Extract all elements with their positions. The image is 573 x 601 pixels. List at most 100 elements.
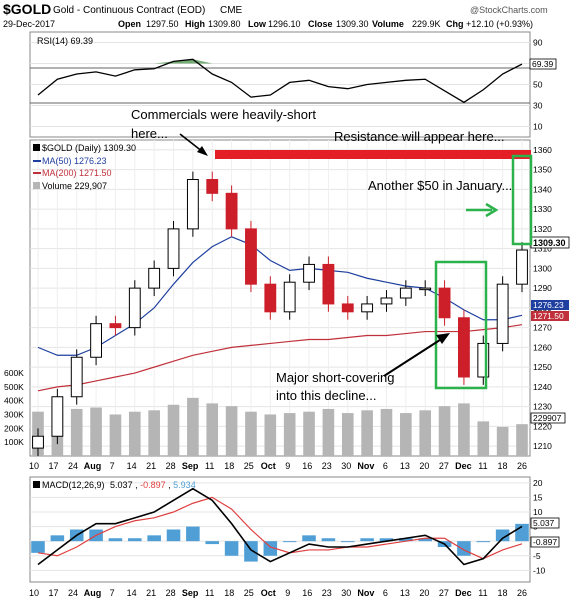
chart-name: Gold - Continuous Contract (EOD) — [53, 5, 205, 16]
candle-body — [303, 263, 315, 283]
ma50-tag-box — [531, 300, 569, 310]
x-axis-label: 25 — [244, 461, 254, 471]
chart-exchange: CME — [220, 5, 243, 16]
close-tag: 1309.30 — [533, 238, 566, 248]
x-axis-label: 10 — [29, 461, 39, 471]
candle-body — [148, 267, 161, 289]
price-panel: 1360135013401330132013101300129012801270… — [4, 107, 570, 457]
volume-bar — [380, 408, 393, 456]
annotation-another: Another $50 in January... — [368, 178, 512, 193]
rsi-tick-label: 90 — [533, 38, 543, 48]
candle-body — [128, 287, 141, 329]
x-axis-label: 14 — [127, 588, 137, 598]
close-label: Close — [308, 19, 333, 29]
x-axis-label: Sep — [182, 588, 199, 598]
x-axis-label: 6 — [383, 461, 388, 471]
open-value: 1297.50 — [146, 19, 179, 29]
x-axis-label: Dec — [455, 461, 472, 471]
price-tick-label: 1300 — [533, 263, 552, 273]
volume-bar — [187, 397, 199, 456]
x-axis-label: 11 — [478, 588, 487, 598]
price-tick-label: 1230 — [533, 402, 552, 412]
legend-volume-swatch — [33, 182, 40, 189]
macd-tick-label: -10 — [533, 565, 546, 575]
x-axis-label: 18 — [224, 461, 234, 471]
x-axis-label: Sep — [182, 461, 199, 471]
price-tick-label: 1360 — [533, 145, 552, 155]
ma50-tag: 1276.23 — [533, 300, 564, 310]
x-axis-label: 11 — [205, 461, 214, 471]
x-axis-label: 30 — [341, 461, 351, 471]
macd-tag-2-box — [530, 536, 560, 548]
x-axis-label: 16 — [302, 588, 312, 598]
x-axis-label: Nov — [357, 461, 374, 471]
price-tick-label: 1210 — [533, 441, 552, 451]
x-axis-label: 26 — [517, 588, 527, 598]
green-target-box — [511, 154, 533, 246]
candle-body — [264, 283, 277, 313]
x-axis-label: 17 — [49, 588, 59, 598]
x-axis-label: 7 — [110, 588, 115, 598]
rsi-tick-label: 50 — [533, 80, 543, 90]
x-axis-label: 21 — [146, 588, 156, 598]
chart-symbol: $GOLD — [3, 1, 51, 17]
x-axis-label: 28 — [166, 461, 176, 471]
volume-bar — [303, 411, 315, 456]
rsi-panel: RSI(14) 69.39 9070503010 69.39 — [29, 31, 557, 138]
x-axis-label: 17 — [49, 461, 59, 471]
legend-ma50: MA(50) 1276.23 — [42, 156, 107, 166]
macd-histogram-bar — [205, 541, 220, 545]
candle-body — [477, 342, 490, 378]
macd-histogram-bar — [166, 529, 181, 542]
macd-tick-label: 20 — [533, 478, 543, 488]
price-tick-label: 1350 — [533, 165, 552, 175]
legend-gold: $GOLD (Daily) 1309.30 — [42, 143, 136, 153]
price-tick-label: 1290 — [533, 283, 552, 293]
volume-bar — [148, 410, 160, 456]
volume-tick-label: 100K — [4, 437, 24, 447]
ma200-line — [37, 324, 523, 392]
annotation-commercials-1: Commercials were heavily-short — [131, 107, 316, 122]
candle-body — [186, 179, 199, 230]
macd-histogram-bar — [457, 541, 471, 556]
x-axis-label: 11 — [205, 588, 214, 598]
macd-histogram-bar — [302, 535, 316, 542]
x-axis-label: 18 — [224, 588, 234, 598]
price-tick-label: 1320 — [533, 224, 552, 234]
macd-histogram-bar — [340, 541, 355, 543]
x-axis-label: 11 — [478, 461, 487, 471]
macd-histogram-bar — [186, 526, 200, 542]
macd-histogram-bar — [263, 541, 278, 556]
x-axis-label: 7 — [110, 461, 115, 471]
x-axis-label: 25 — [244, 588, 254, 598]
candle-body — [245, 228, 257, 285]
price-tick-label: 1220 — [533, 421, 552, 431]
high-value: 1309.80 — [208, 19, 241, 29]
ma200-tag-box — [531, 311, 569, 321]
candle-body — [322, 263, 335, 305]
rsi-line — [37, 58, 523, 104]
x-axis-label: Nov — [357, 588, 374, 598]
open-label: Open — [118, 19, 141, 29]
x-axis-label: 27 — [439, 461, 449, 471]
volume-bar — [361, 410, 373, 456]
macd-value-2: -0.897 — [140, 480, 166, 490]
x-axis-label: 21 — [146, 461, 156, 471]
x-axis-label: 24 — [68, 461, 78, 471]
x-axis-label: Aug — [84, 461, 102, 471]
volume-tick-label: 300K — [4, 409, 24, 419]
volume-bar — [225, 406, 238, 456]
candle-body — [109, 323, 122, 329]
candle-body — [341, 303, 354, 313]
candle-body — [225, 192, 238, 230]
x-axis-label: Oct — [261, 461, 276, 471]
macd-value-1: 5.037 — [110, 480, 133, 490]
macd-label-prefix: MACD(12,26,9) — [42, 480, 105, 490]
green-highlight-box — [434, 260, 488, 390]
volume-label: Volume — [372, 19, 404, 29]
macd-tag-1-box — [530, 517, 560, 529]
x-axis-label: Dec — [455, 588, 472, 598]
candle-body — [206, 179, 219, 194]
low-value: 1296.10 — [268, 19, 301, 29]
